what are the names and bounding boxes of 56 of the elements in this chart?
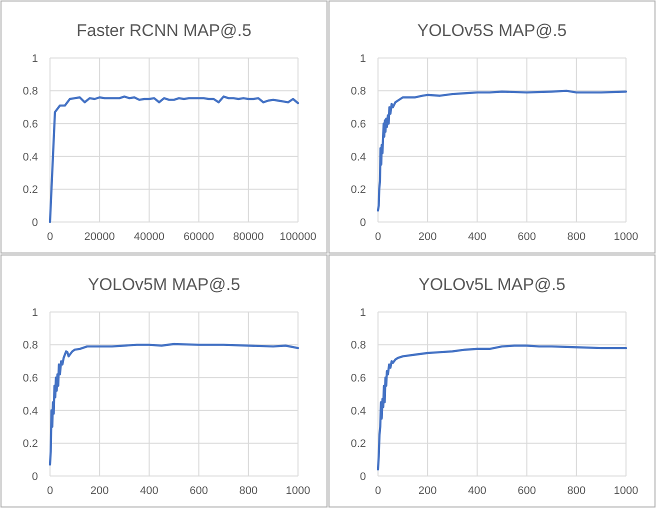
x-tick-label: 800 xyxy=(567,231,586,243)
y-tick-label: 0.6 xyxy=(22,118,38,130)
y-tick-label: 0.8 xyxy=(350,340,366,352)
y-tick-label: 0.6 xyxy=(22,372,38,384)
x-tick-label: 800 xyxy=(567,485,586,497)
x-tick-label: 1000 xyxy=(614,485,638,497)
x-tick-label: 100000 xyxy=(280,231,316,243)
y-tick-label: 0 xyxy=(32,216,38,229)
y-tick-label: 1 xyxy=(360,52,366,65)
x-tick-label: 0 xyxy=(46,231,54,243)
line-series xyxy=(376,90,628,212)
x-tick-label: 600 xyxy=(518,231,536,243)
y-tick-label: 0.2 xyxy=(350,438,366,450)
y-tick-label: 0.2 xyxy=(22,438,38,450)
x-tick-label: 60000 xyxy=(184,231,214,243)
line-series xyxy=(48,342,300,466)
x-tick-label: 200 xyxy=(418,231,437,243)
chart-title: YOLOv5S MAP@.5 xyxy=(417,21,567,40)
y-tick-label: 0 xyxy=(32,470,38,483)
y-tick-label: 0.6 xyxy=(350,372,366,384)
y-tick-label: 0.2 xyxy=(350,184,366,196)
y-tick-label: 0.2 xyxy=(22,184,38,196)
x-tick-label: 20000 xyxy=(84,231,115,243)
x-tick-label: 0 xyxy=(374,231,382,243)
x-tick-label: 1000 xyxy=(614,231,638,243)
y-tick-label: 0 xyxy=(360,470,366,483)
x-tick-label: 200 xyxy=(90,485,109,497)
x-tick-label: 400 xyxy=(140,485,158,497)
y-tick-label: 1 xyxy=(32,52,38,65)
y-tick-label: 0.6 xyxy=(350,118,366,130)
x-tick-label: 80000 xyxy=(233,231,264,243)
y-tick-label: 0 xyxy=(360,216,366,229)
line-series xyxy=(376,344,628,471)
chart-title: YOLOv5L MAP@.5 xyxy=(418,275,566,294)
x-tick-label: 0 xyxy=(374,485,382,497)
x-tick-label: 600 xyxy=(190,485,208,497)
x-tick-label: 400 xyxy=(468,231,486,243)
y-tick-label: 0.4 xyxy=(350,151,366,164)
x-tick-label: 0 xyxy=(46,485,54,497)
x-tick-label: 1000 xyxy=(286,485,310,497)
x-tick-label: 400 xyxy=(468,485,486,497)
chart-title: YOLOv5M MAP@.5 xyxy=(88,275,240,294)
y-tick-label: 0.8 xyxy=(22,340,38,352)
y-tick-label: 0.4 xyxy=(350,405,366,418)
y-tick-label: 0.4 xyxy=(22,405,38,418)
y-tick-label: 0.8 xyxy=(22,86,38,98)
x-tick-label: 800 xyxy=(239,485,258,497)
x-tick-label: 200 xyxy=(418,485,437,497)
x-tick-label: 40000 xyxy=(134,231,164,243)
y-tick-label: 1 xyxy=(32,306,38,319)
y-tick-label: 0.8 xyxy=(350,86,366,98)
line-series xyxy=(48,95,300,224)
y-tick-label: 1 xyxy=(360,306,366,319)
chart-title: Faster RCNN MAP@.5 xyxy=(76,21,252,40)
x-tick-label: 600 xyxy=(518,485,536,497)
y-tick-label: 0.4 xyxy=(22,151,38,164)
